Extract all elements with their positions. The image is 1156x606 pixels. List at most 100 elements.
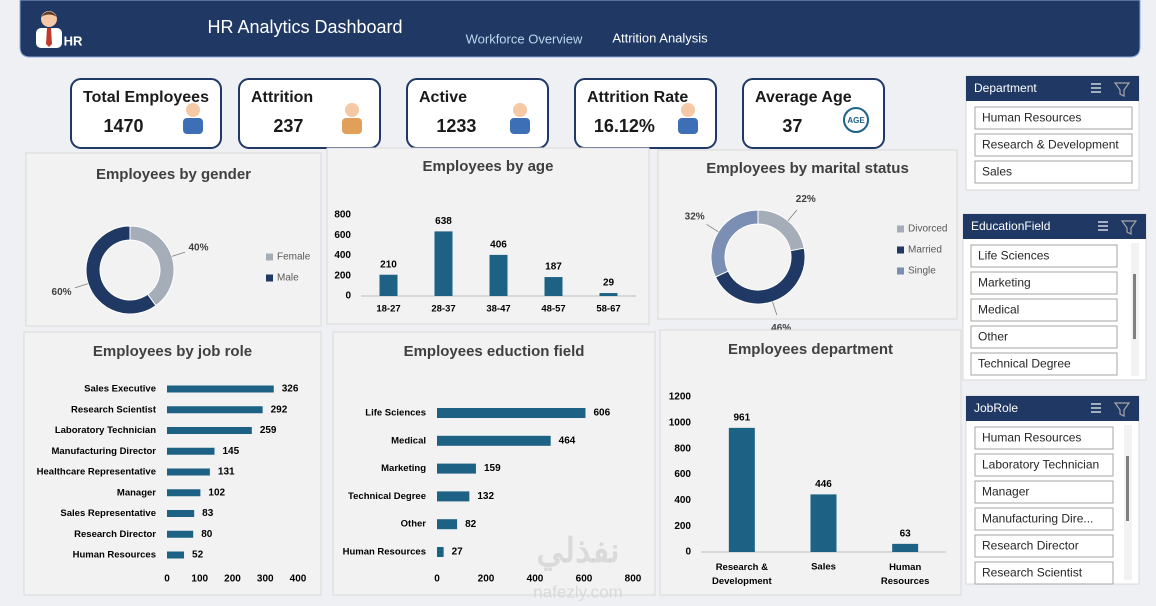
- data-label: 60%: [52, 287, 72, 298]
- slicer-item-label[interactable]: Manager: [982, 485, 1029, 499]
- y-tick-label: 1000: [669, 417, 692, 428]
- data-label: 131: [218, 467, 235, 478]
- kpi-label: Active: [419, 89, 467, 106]
- slicer-title: Department: [974, 81, 1037, 95]
- logo: HR: [36, 11, 83, 48]
- slicer-item[interactable]: [970, 271, 1118, 295]
- chart-panel: [657, 149, 958, 320]
- x-tick-label: 300: [257, 574, 274, 585]
- slicer-item[interactable]: [974, 106, 1133, 130]
- data-label: 40%: [188, 242, 208, 253]
- slicer-item-label[interactable]: Laboratory Technician: [982, 458, 1099, 472]
- slicer-item-label[interactable]: Sales: [982, 165, 1012, 179]
- kpi-label: Total Employees: [83, 89, 209, 106]
- slicer-item-label[interactable]: Human Resources: [982, 111, 1081, 125]
- chart-panel: [659, 329, 962, 596]
- chart-panel: [23, 331, 322, 596]
- nav-tab[interactable]: Workforce Overview: [466, 31, 583, 46]
- x-tick-label: 18-27: [376, 304, 400, 315]
- scrollbar-thumb[interactable]: [1126, 456, 1129, 521]
- data-label: 46%: [771, 323, 791, 334]
- bar: [167, 489, 201, 497]
- data-label: 80: [201, 529, 213, 540]
- bar: [892, 543, 919, 552]
- clear-filter-icon[interactable]: [1113, 402, 1131, 417]
- y-tick-label: Medical: [391, 435, 426, 446]
- y-tick-label: 800: [674, 443, 691, 454]
- chart-title: Employees eduction field: [404, 343, 585, 360]
- kpi-icon: [678, 118, 698, 134]
- data-label: 32%: [685, 211, 705, 222]
- x-tick-label: 58-67: [596, 304, 620, 315]
- bar: [167, 468, 210, 476]
- legend-label: Divorced: [908, 224, 947, 235]
- donut-slice: [710, 209, 759, 278]
- slicer-item[interactable]: [974, 507, 1114, 531]
- nav-tab[interactable]: Attrition Analysis: [612, 30, 708, 45]
- clear-filter-icon[interactable]: [1113, 82, 1131, 97]
- x-tick-label: Sales: [811, 562, 836, 573]
- clear-filter-icon[interactable]: [1120, 220, 1138, 235]
- slicer-item-label[interactable]: Research Director: [982, 539, 1079, 553]
- y-tick-label: Human Resources: [343, 547, 426, 558]
- bar: [167, 385, 274, 393]
- slicer-item-label[interactable]: Marketing: [978, 276, 1031, 290]
- kpi-icon: [342, 118, 362, 134]
- data-label: 638: [435, 216, 452, 227]
- slicer-item-label[interactable]: Human Resources: [982, 431, 1081, 445]
- slicer-item[interactable]: [974, 480, 1114, 504]
- y-tick-label: 200: [334, 270, 351, 281]
- kpi-value: 16.12%: [594, 116, 655, 136]
- y-tick-label: Manufacturing Director: [51, 446, 156, 457]
- data-label: 159: [484, 463, 501, 474]
- bar: [599, 293, 618, 296]
- slicer-item[interactable]: [970, 352, 1118, 376]
- x-tick-label: 400: [527, 574, 544, 585]
- x-tick-label: 800: [625, 574, 642, 585]
- slicer-item-label[interactable]: Research Scientist: [982, 566, 1083, 580]
- scrollbar-thumb[interactable]: [1133, 274, 1136, 339]
- bar: [379, 274, 398, 296]
- slicer-item[interactable]: [970, 244, 1118, 268]
- data-label: 145: [222, 446, 239, 457]
- slicer-item[interactable]: [974, 426, 1114, 450]
- logo-tie: [46, 28, 52, 47]
- chart-title: Employees by gender: [96, 166, 251, 183]
- kpi-icon: [186, 103, 200, 117]
- leader-line: [787, 209, 798, 222]
- y-tick-label: Human Resources: [73, 550, 156, 561]
- slicer-item-label[interactable]: Medical: [978, 303, 1019, 317]
- slicer-item[interactable]: [970, 325, 1118, 349]
- kpi-value: 37: [782, 116, 802, 136]
- y-tick-label: Research Scientist: [71, 404, 157, 415]
- slicer-item[interactable]: [970, 298, 1118, 322]
- slicer-item[interactable]: [974, 534, 1114, 558]
- chart-title: Employees by marital status: [706, 160, 909, 177]
- data-label: 292: [271, 404, 288, 415]
- slicer-panel: [962, 213, 1147, 381]
- slicer-item[interactable]: [974, 453, 1114, 477]
- leader-line: [171, 251, 186, 257]
- bar: [437, 547, 444, 557]
- data-label: 63: [900, 529, 912, 540]
- slicer-item[interactable]: [974, 561, 1114, 585]
- slicer-item-label[interactable]: Technical Degree: [978, 357, 1071, 371]
- x-tick-label: 38-47: [486, 304, 510, 315]
- slicer-item[interactable]: [974, 160, 1133, 184]
- slicer-item-label[interactable]: Other: [978, 330, 1008, 344]
- slicer-item-label[interactable]: Research & Development: [982, 138, 1119, 152]
- legend-label: Female: [277, 252, 311, 263]
- bar: [437, 491, 470, 502]
- x-tick-label: 48-57: [541, 304, 565, 315]
- chart-title: Employees by age: [423, 158, 554, 175]
- legend-swatch: [897, 267, 904, 275]
- y-tick-label: 600: [334, 230, 351, 241]
- data-label: 259: [260, 425, 277, 436]
- x-tick-label: 100: [191, 574, 208, 585]
- slicer-item[interactable]: [974, 133, 1133, 157]
- data-label: 187: [545, 262, 562, 273]
- kpi-icon: [183, 118, 203, 134]
- slicer-item-label[interactable]: Manufacturing Dire...: [982, 512, 1093, 526]
- data-label: 406: [490, 240, 507, 251]
- slicer-item-label[interactable]: Life Sciences: [978, 249, 1049, 263]
